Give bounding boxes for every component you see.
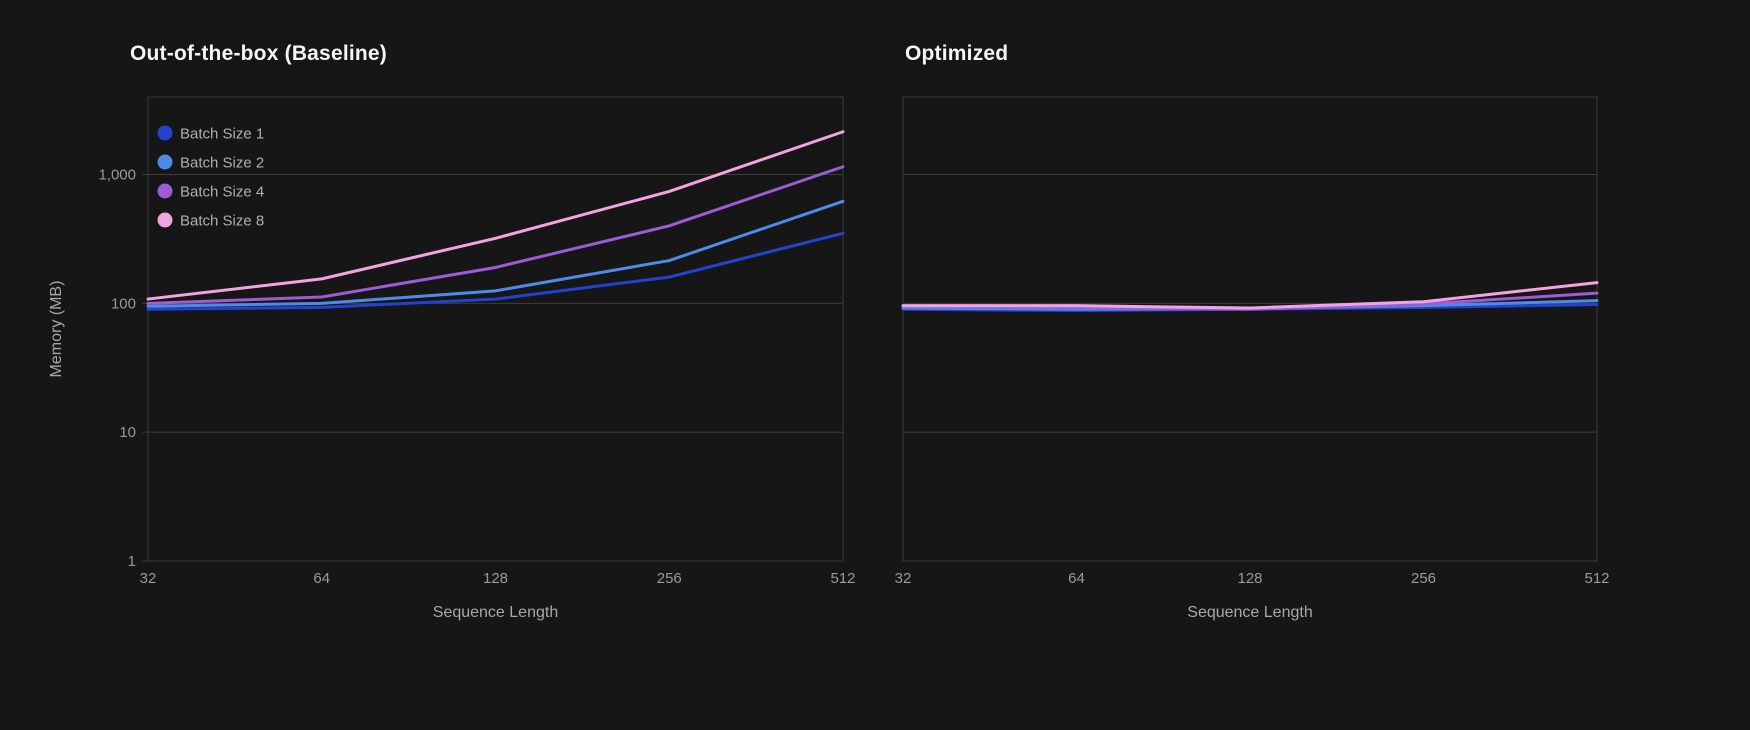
legend-item-batch-size-2[interactable]: Batch Size 2 (157, 154, 265, 172)
plot-border (147, 96, 844, 562)
legend-swatch-icon (157, 183, 173, 199)
series-line-batch-size-8 (146, 130, 845, 301)
y-tick-label: 100 (111, 295, 136, 312)
y-tick-label: 1 (128, 553, 136, 570)
legend-item-batch-size-8[interactable]: Batch Size 8 (157, 212, 265, 230)
x-tick-label: 512 (830, 570, 855, 587)
plot-border (902, 96, 1598, 562)
y-tick-label: 10 (119, 424, 136, 441)
x-tick-label: 64 (1068, 570, 1085, 587)
x-axis-title-baseline: Sequence Length (432, 604, 559, 621)
series-line-batch-size-8 (901, 281, 1599, 310)
x-tick-label: 256 (1411, 570, 1436, 587)
x-tick-label: 256 (657, 570, 682, 587)
x-tick-label: 32 (895, 570, 912, 587)
y-tick-label: 1,000 (98, 167, 136, 184)
series-line-batch-size-2 (146, 199, 845, 308)
legend-swatch-icon (157, 125, 173, 141)
chart-title-optimized: Optimized (905, 42, 1009, 65)
x-tick-label: 128 (1237, 570, 1262, 587)
legend-label: Batch Size 2 (180, 155, 264, 172)
x-tick-label: 32 (140, 570, 157, 587)
chart-title-baseline: Out-of-the-box (Baseline) (130, 42, 387, 65)
legend-swatch-icon (157, 154, 173, 170)
legend-item-batch-size-4[interactable]: Batch Size 4 (157, 183, 265, 201)
legend-item-batch-size-1[interactable]: Batch Size 1 (157, 125, 265, 143)
x-tick-label: 128 (483, 570, 508, 587)
legend-label: Batch Size 4 (180, 184, 264, 201)
series-line-batch-size-4 (146, 165, 845, 305)
x-axis-title-optimized: Sequence Length (1187, 604, 1313, 621)
legend-swatch-icon (157, 212, 173, 228)
legend-label: Batch Size 1 (180, 126, 264, 143)
chart-plot-baseline: 1 10 100 1,000 32 64 128 256 512 Batch Size 1 Batc… (98, 96, 856, 587)
series-line-batch-size-1 (146, 231, 845, 311)
chart-plot-optimized: 32 64 128 256 512 (895, 96, 1610, 587)
legend-label: Batch Size 8 (180, 213, 264, 230)
x-tick-label: 64 (313, 570, 330, 587)
x-tick-label: 512 (1584, 570, 1609, 587)
